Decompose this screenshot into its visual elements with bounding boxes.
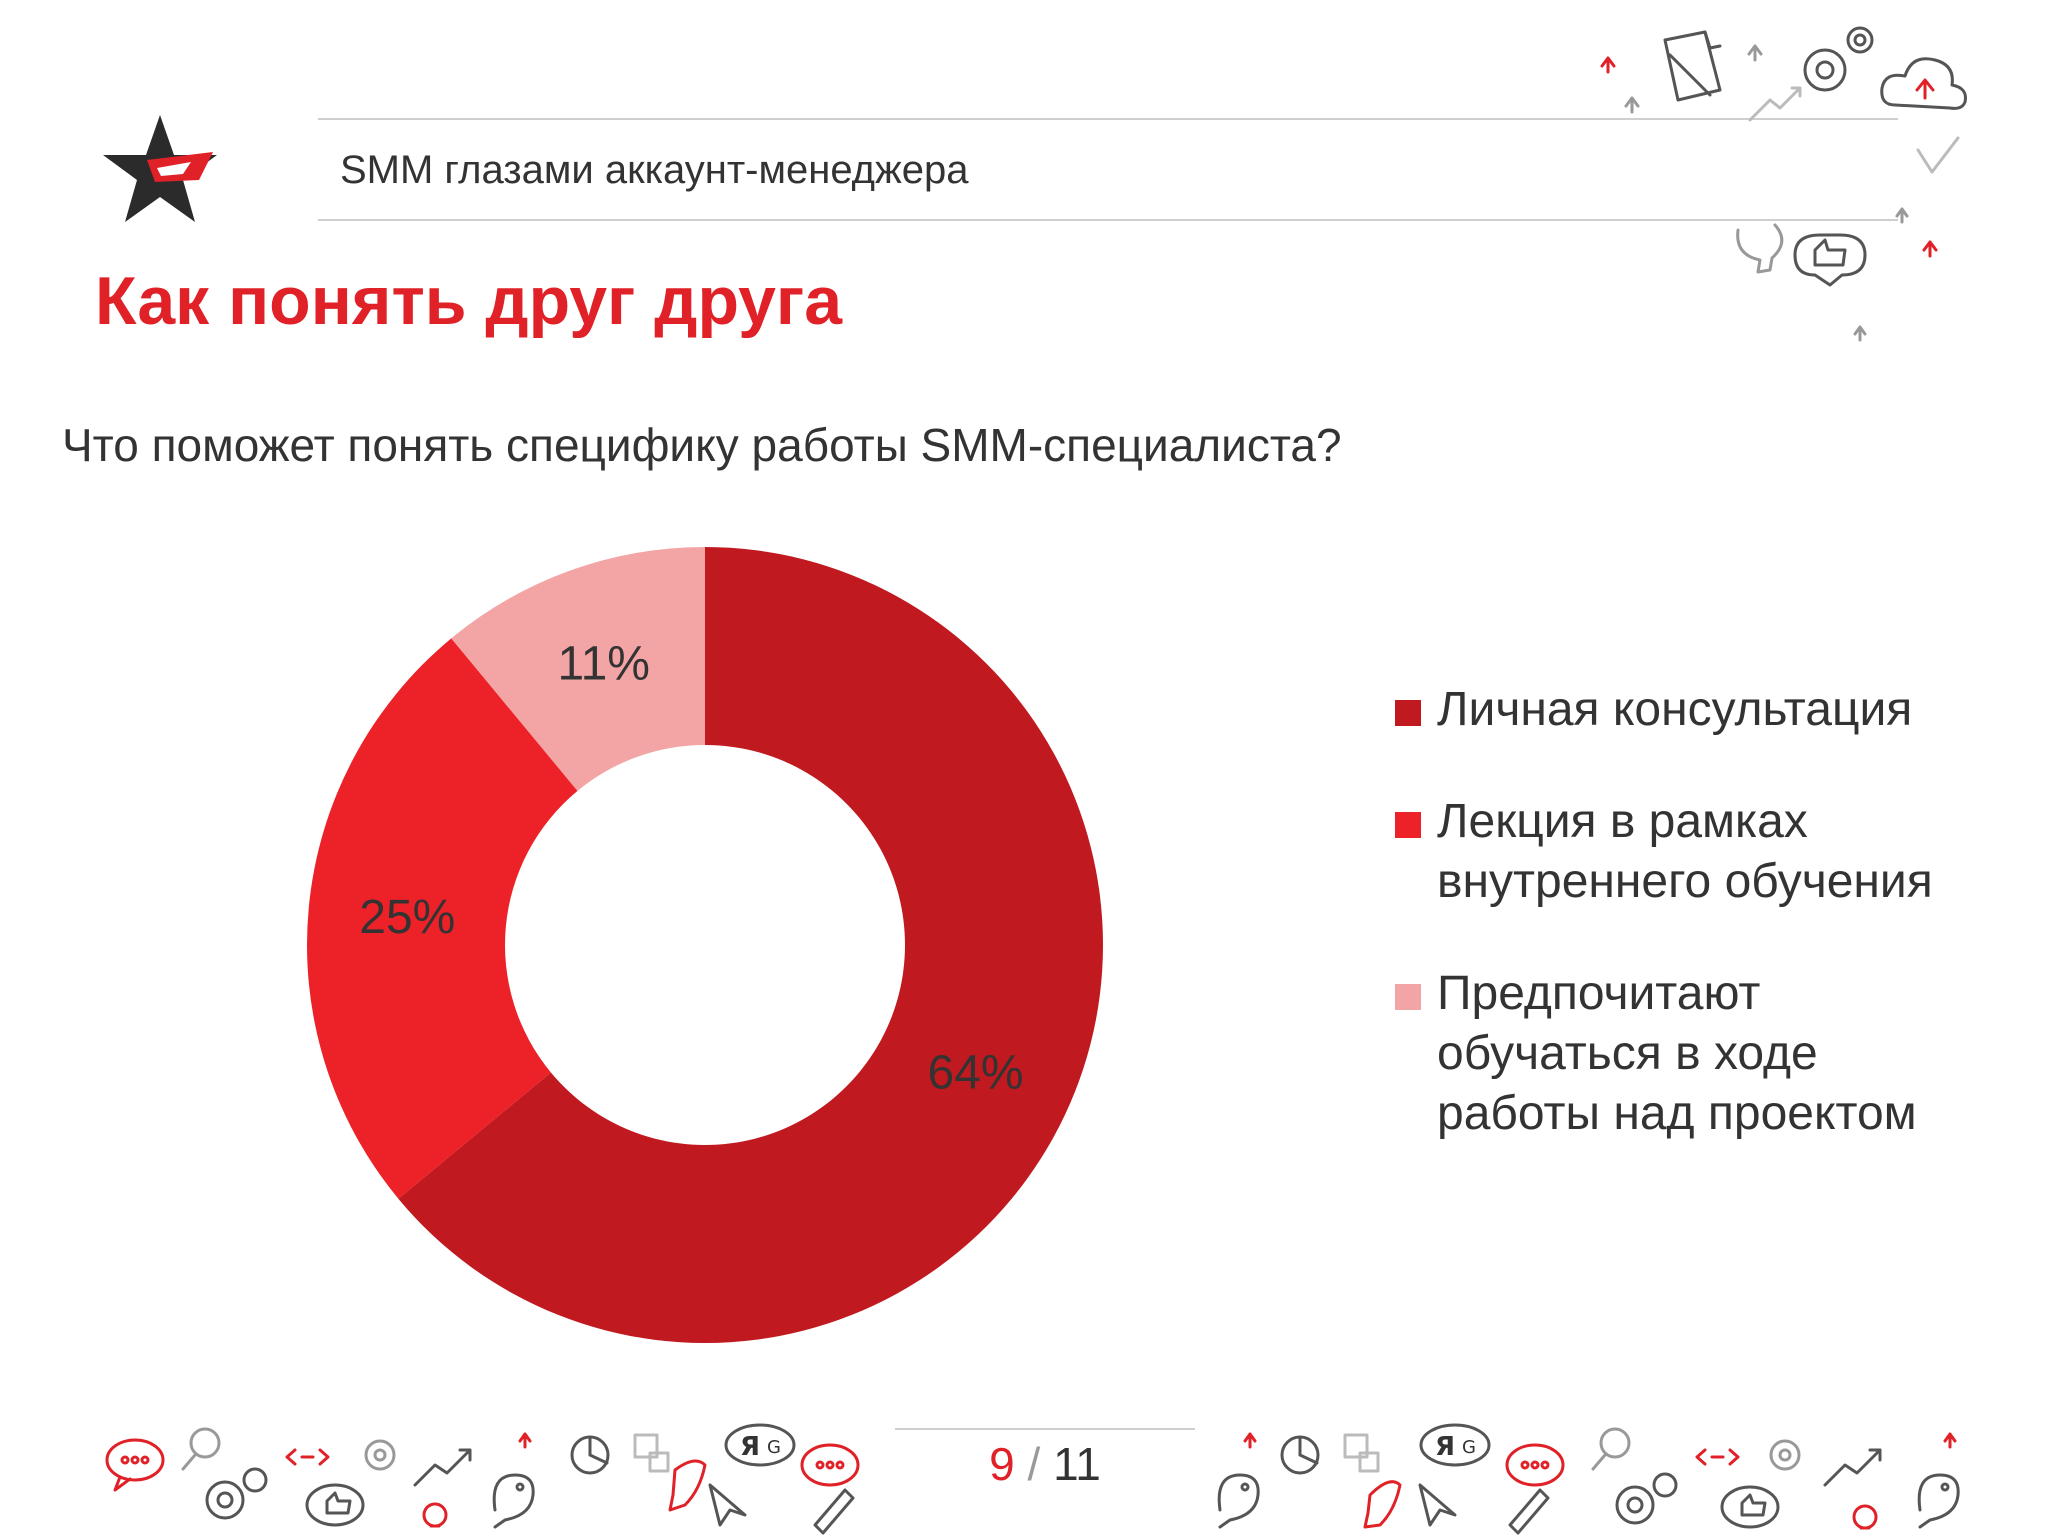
upload-icon <box>1922 240 1938 258</box>
trend-arrow-icon <box>1823 1448 1882 1487</box>
legend-swatch-2 <box>1395 812 1421 838</box>
cloud-upload-icon <box>1880 57 1967 110</box>
svg-text:G: G <box>767 1437 781 1458</box>
legend-item-1: Личная консультация <box>1395 680 1995 740</box>
thumbs-up-icon <box>1720 1485 1780 1529</box>
chat-icon <box>105 1438 165 1492</box>
donut-slice-2 <box>307 638 578 1199</box>
header-rule-bottom <box>318 219 1898 221</box>
thumbs-up-icon <box>1793 233 1867 287</box>
svg-text:G: G <box>1462 1437 1476 1458</box>
legend-label-line: внутреннего обучения <box>1437 855 1933 908</box>
target-icon <box>1769 1439 1801 1471</box>
upload-icon <box>1624 96 1640 114</box>
legend-swatch-3 <box>1395 984 1421 1010</box>
trend-arrow-icon <box>413 1448 472 1487</box>
lightbulb-icon <box>1736 223 1784 274</box>
page-number: 9 / 11 <box>895 1437 1195 1491</box>
code-icon <box>285 1448 330 1466</box>
lightbulb-icon <box>422 1502 448 1528</box>
header-rule-top <box>318 118 1898 120</box>
gear-icon <box>205 1467 268 1520</box>
gear-icon <box>1803 26 1874 92</box>
puzzle-icon <box>633 1433 670 1473</box>
chat-icon <box>1505 1443 1565 1487</box>
upload-icon <box>1895 207 1909 224</box>
chat-icon <box>800 1443 860 1487</box>
svg-text:Я: Я <box>740 1432 760 1462</box>
footer-rule <box>895 1428 1195 1430</box>
pencil-icon <box>1508 1488 1550 1535</box>
upload-icon <box>1853 325 1867 342</box>
pie-chart-icon <box>1280 1435 1320 1475</box>
legend-label-line: Личная консультация <box>1437 683 1913 736</box>
donut-slice-3 <box>451 547 705 791</box>
thumbs-up-icon <box>305 1483 365 1527</box>
legend-label-line: Лекция в рамках <box>1437 795 1808 848</box>
page-separator: / <box>1027 1438 1041 1490</box>
cursor-icon <box>708 1483 747 1527</box>
svg-text:Я: Я <box>1435 1432 1455 1462</box>
bird-icon <box>492 1473 535 1529</box>
search-icon <box>1591 1427 1631 1471</box>
legend-item-3: Предпочитают обучаться в ходе работы над п… <box>1395 964 1995 1144</box>
upload-icon <box>1943 1432 1957 1449</box>
target-icon <box>364 1439 396 1471</box>
legend-swatch-1 <box>1395 700 1421 726</box>
donut-slice-1 <box>398 547 1104 1343</box>
rocket-icon <box>1363 1480 1402 1529</box>
rocket-icon <box>668 1459 707 1512</box>
legend-label-line: Предпочитают <box>1437 967 1761 1020</box>
slide-title: Как понять друг друга <box>95 263 843 339</box>
upload-icon <box>1747 44 1763 62</box>
upload-icon <box>1243 1432 1257 1449</box>
star-logo-icon <box>103 115 217 222</box>
trend-arrow-icon <box>1748 86 1802 122</box>
legend-item-2: Лекция в рамках внутреннего обучения <box>1395 792 1995 912</box>
legend-label-line: обучаться в ходе <box>1437 1027 1818 1080</box>
cursor-icon <box>1418 1483 1457 1527</box>
donut-slice-label-2: 25% <box>359 891 455 944</box>
gear-icon <box>1615 1472 1678 1525</box>
code-icon <box>1695 1448 1740 1466</box>
upload-icon <box>1915 78 1935 100</box>
decorative-doodles-top <box>1600 26 1967 342</box>
upload-icon <box>1600 56 1616 74</box>
page-total: 11 <box>1053 1438 1101 1490</box>
pencil-icon <box>813 1488 855 1535</box>
donut-slice-label-3: 11% <box>557 638 650 691</box>
presentation-subtitle: SMM глазами аккаунт-менеджера <box>340 148 969 192</box>
page-current: 9 <box>989 1438 1015 1490</box>
bird-icon <box>1217 1473 1260 1529</box>
bird-icon <box>1917 1473 1960 1529</box>
puzzle-icon <box>1343 1433 1380 1473</box>
chart-legend: Личная консультация Лекция в рамках внутре… <box>1395 680 1995 1196</box>
donut-slice-label-1: 64% <box>928 1046 1024 1099</box>
legend-label-line: работы над проектом <box>1437 1087 1917 1140</box>
search-icon <box>181 1427 221 1471</box>
lightbulb-icon <box>1852 1504 1878 1530</box>
pie-chart-icon <box>570 1435 610 1475</box>
donut-chart: 64% 25% 11% <box>307 547 1104 1343</box>
checkmark-icon <box>1916 136 1960 174</box>
edit-document-icon <box>1663 30 1722 102</box>
survey-question: Что поможет понять специфику работы SMM-… <box>62 419 1342 471</box>
upload-icon <box>518 1432 532 1449</box>
